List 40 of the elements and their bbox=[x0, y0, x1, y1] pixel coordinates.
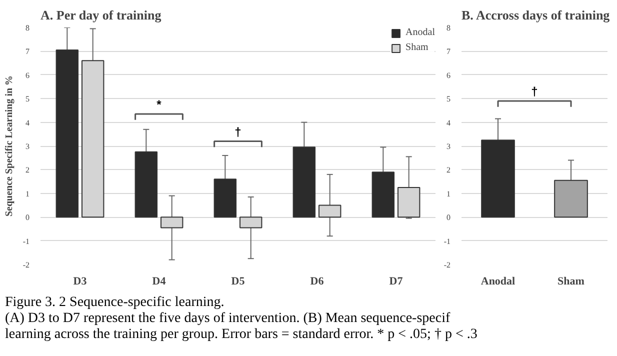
y-tick-label: 5 bbox=[26, 94, 30, 104]
y-tick-label: -2 bbox=[22, 260, 30, 270]
annotation: † bbox=[531, 84, 538, 99]
y-tick-label: 5 bbox=[446, 94, 450, 104]
text: learning across the training per group. Error bars = standard error. * p < .05; † p < .3 bbox=[5, 327, 478, 342]
chart-title: A. Per day of training bbox=[40, 8, 162, 22]
y-tick-label: 0 bbox=[26, 213, 30, 222]
y-tick-label: 2 bbox=[446, 166, 450, 175]
y-tick-label: -2 bbox=[444, 260, 451, 270]
y-tick-label: 3 bbox=[26, 142, 30, 151]
y-tick-label: 2 bbox=[26, 166, 30, 175]
y-tick-label: 4 bbox=[26, 118, 30, 128]
annotation: * bbox=[156, 98, 162, 112]
y-tick-label: -1 bbox=[444, 236, 451, 246]
caption: Figure 3. 2 Sequence-specific learning. bbox=[5, 295, 224, 310]
x-tick-label: D4 bbox=[152, 276, 166, 288]
y-tick-label: 6 bbox=[446, 70, 450, 80]
y-tick-label: 4 bbox=[446, 118, 450, 128]
text: (A) D3 to D7 represent the five days of intervention. (B) Mean sequence-specif bbox=[5, 311, 450, 326]
x-tick-label: D5 bbox=[231, 276, 246, 288]
x-tick-label: D7 bbox=[389, 276, 404, 288]
legend-label: Anodal bbox=[406, 27, 435, 38]
y-tick-label: 0 bbox=[446, 213, 450, 222]
annotation: † bbox=[234, 124, 242, 139]
y-tick-label: 6 bbox=[26, 70, 30, 80]
x-tick-label: D6 bbox=[310, 276, 324, 288]
chart-title: B. Accross days of training bbox=[462, 8, 610, 22]
x-tick-label: Sham bbox=[558, 276, 584, 288]
x-tick-label: D3 bbox=[73, 276, 88, 288]
legend-label: Sham bbox=[406, 42, 428, 53]
y-tick-label: 1 bbox=[26, 189, 30, 198]
y-tick-label: 3 bbox=[446, 142, 450, 151]
y-tick-label: -1 bbox=[22, 236, 30, 246]
y-tick-label: 1 bbox=[446, 189, 450, 198]
x-tick-label: Anodal bbox=[480, 276, 516, 288]
y-tick-label: 8 bbox=[26, 24, 30, 32]
y-tick-label: 7 bbox=[446, 47, 450, 56]
y-axis-title: Sequence Specific Learning in % bbox=[4, 75, 15, 217]
y-tick-label: 7 bbox=[26, 47, 30, 56]
y-tick-label: 8 bbox=[446, 24, 450, 32]
